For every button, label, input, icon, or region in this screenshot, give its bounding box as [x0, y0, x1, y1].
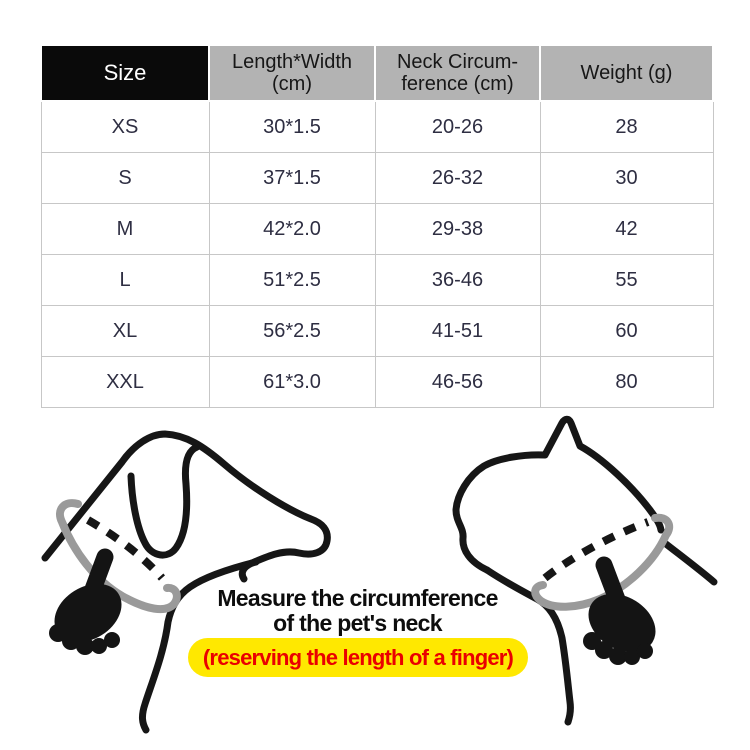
cell-length: 56*2.5	[208, 305, 376, 357]
size-chart-table: Size Length*Width (cm) Neck Circum- fere…	[40, 44, 714, 408]
cell-neck: 46-56	[374, 356, 541, 408]
measure-caption-line1: Measure the circumference	[217, 585, 498, 611]
dog-collar-arc	[56, 499, 181, 614]
size-chart: Size Length*Width (cm) Neck Circum- fere…	[40, 44, 714, 408]
cell-neck: 26-32	[374, 152, 541, 204]
table-row: XS 30*1.5 20-26 28	[40, 100, 714, 153]
cell-weight: 30	[539, 152, 714, 204]
cell-neck: 20-26	[374, 100, 541, 153]
cell-length: 51*2.5	[208, 254, 376, 306]
table-row: M 42*2.0 29-38 42	[40, 203, 714, 255]
table-row: XL 56*2.5 41-51 60	[40, 305, 714, 357]
measuring-guide-illustration: Measure the circumference of the pet's n…	[0, 410, 750, 750]
cell-length: 30*1.5	[208, 100, 376, 153]
cat-dashed-measure-line	[542, 518, 650, 582]
cell-neck: 36-46	[374, 254, 541, 306]
cell-length: 37*1.5	[208, 152, 376, 204]
cat-back-line	[662, 540, 718, 586]
cell-size: M	[40, 203, 210, 255]
dog-dashed-measure-line	[85, 516, 166, 581]
column-header-size: Size	[40, 44, 210, 102]
cat-outline-path	[452, 415, 665, 574]
dog-jaw-neck-path	[139, 558, 260, 734]
cell-length: 61*3.0	[208, 356, 376, 408]
cell-weight: 28	[539, 100, 714, 153]
cell-weight: 80	[539, 356, 714, 408]
dog-head-illustration	[41, 430, 331, 734]
dog-pointing-hand-icon	[49, 548, 122, 655]
cell-neck: 29-38	[374, 203, 541, 255]
cell-weight: 60	[539, 305, 714, 357]
highlight-note: (reserving the length of a finger)	[188, 638, 528, 677]
cell-weight: 42	[539, 203, 714, 255]
pet-line-art	[41, 415, 718, 734]
cell-size: XS	[40, 100, 210, 153]
cell-neck: 41-51	[374, 305, 541, 357]
cell-size: XL	[40, 305, 210, 357]
dog-outline-path	[41, 430, 331, 583]
cat-neck-path	[483, 566, 574, 726]
cat-pointing-hand-icon	[583, 556, 656, 665]
measure-caption-line2: of the pet's neck	[273, 610, 442, 636]
cell-weight: 55	[539, 254, 714, 306]
cell-size: S	[40, 152, 210, 204]
cell-size: XXL	[40, 356, 210, 408]
table-row: S 37*1.5 26-32 30	[40, 152, 714, 204]
dog-ear-path	[127, 443, 201, 559]
cell-length: 42*2.0	[208, 203, 376, 255]
column-header-neck: Neck Circum- ference (cm)	[374, 44, 541, 102]
column-header-length: Length*Width (cm)	[208, 44, 376, 102]
cell-size: L	[40, 254, 210, 306]
size-chart-header-row: Size Length*Width (cm) Neck Circum- fere…	[40, 44, 714, 102]
table-row: XXL 61*3.0 46-56 80	[40, 356, 714, 408]
column-header-weight: Weight (g)	[539, 44, 714, 102]
table-row: L 51*2.5 36-46 55	[40, 254, 714, 306]
measure-caption: Measure the circumference of the pet's n…	[0, 586, 715, 636]
